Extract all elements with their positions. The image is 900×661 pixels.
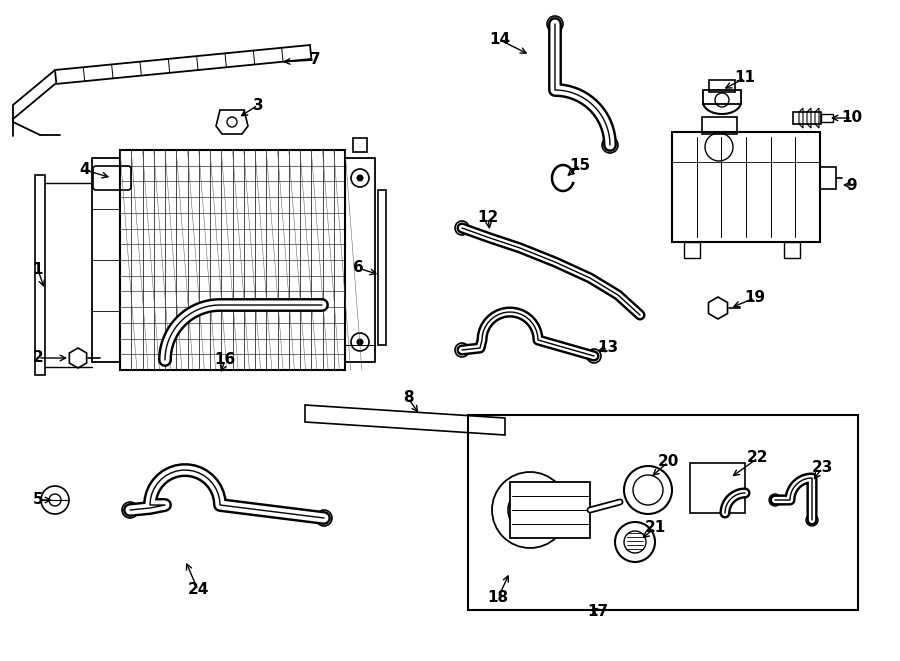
Bar bbox=[672, 132, 820, 242]
Text: 17: 17 bbox=[588, 605, 608, 619]
Bar bbox=[684, 242, 700, 258]
Text: 14: 14 bbox=[490, 32, 510, 48]
Text: 6: 6 bbox=[353, 260, 364, 276]
Circle shape bbox=[356, 175, 364, 182]
Circle shape bbox=[356, 338, 364, 346]
Text: 11: 11 bbox=[734, 71, 755, 85]
Text: 3: 3 bbox=[253, 98, 264, 112]
Text: 4: 4 bbox=[80, 163, 90, 178]
Bar bbox=[378, 190, 386, 345]
Bar bbox=[345, 158, 375, 362]
Text: 16: 16 bbox=[214, 352, 236, 368]
Text: 8: 8 bbox=[402, 391, 413, 405]
Text: 10: 10 bbox=[842, 110, 862, 126]
Bar bbox=[690, 463, 745, 513]
Text: 2: 2 bbox=[32, 350, 43, 366]
Bar bbox=[92, 158, 120, 362]
Text: 15: 15 bbox=[570, 157, 590, 173]
Bar bbox=[703, 90, 741, 104]
Text: 7: 7 bbox=[310, 52, 320, 67]
Text: 1: 1 bbox=[32, 262, 43, 278]
Text: 18: 18 bbox=[488, 590, 508, 605]
Bar bbox=[510, 482, 590, 538]
Bar bbox=[120, 150, 345, 370]
Text: 21: 21 bbox=[644, 520, 666, 535]
Text: 5: 5 bbox=[32, 492, 43, 508]
Bar bbox=[468, 415, 858, 610]
Text: 20: 20 bbox=[657, 455, 679, 469]
Bar bbox=[820, 167, 836, 189]
Text: 9: 9 bbox=[847, 178, 858, 192]
Text: 24: 24 bbox=[187, 582, 209, 598]
Bar bbox=[35, 175, 45, 375]
Text: 22: 22 bbox=[747, 451, 769, 465]
Text: 13: 13 bbox=[598, 340, 618, 356]
Text: 19: 19 bbox=[744, 290, 766, 305]
Bar bbox=[793, 112, 821, 124]
Bar bbox=[784, 242, 800, 258]
Text: 23: 23 bbox=[811, 461, 832, 475]
Bar bbox=[709, 80, 735, 92]
Bar bbox=[353, 138, 367, 152]
Bar bbox=[821, 114, 833, 122]
Bar bbox=[702, 117, 737, 134]
Text: 12: 12 bbox=[477, 210, 499, 225]
